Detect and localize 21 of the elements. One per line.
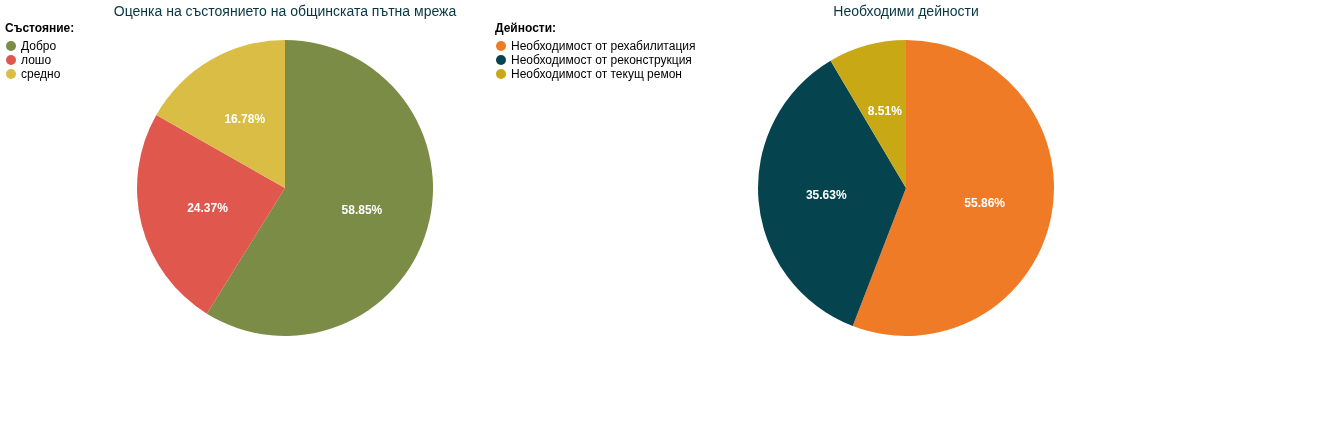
legend-label: Необходимост от реконструкция — [511, 53, 692, 67]
legend-label: Необходимост от текущ ремон — [511, 67, 682, 81]
data-label: 16.78% — [224, 111, 266, 126]
legend-label: средно — [21, 67, 61, 81]
data-label: 35.63% — [805, 187, 847, 202]
data-label: 58.85% — [341, 202, 383, 217]
data-label: 55.86% — [964, 195, 1006, 210]
chart-title: Оценка на състоянието на общинската пътна мрежа — [113, 3, 457, 19]
pie-slice — [852, 40, 1054, 336]
pie-slice — [758, 60, 906, 327]
legend-title: Дейности: — [495, 21, 557, 35]
chart-title: Необходими дейности — [833, 3, 979, 19]
legend-title: Състояние: — [5, 21, 75, 35]
pie-slice — [830, 40, 906, 188]
data-label: 8.51% — [867, 103, 903, 118]
pie-slice — [137, 114, 285, 314]
data-label: 24.37% — [187, 200, 229, 215]
pie-slice — [156, 40, 285, 188]
legend-label: Добро — [21, 39, 57, 53]
legend-label: лошо — [21, 53, 52, 67]
legend-label: Необходимост от рехабилитация — [511, 39, 696, 53]
